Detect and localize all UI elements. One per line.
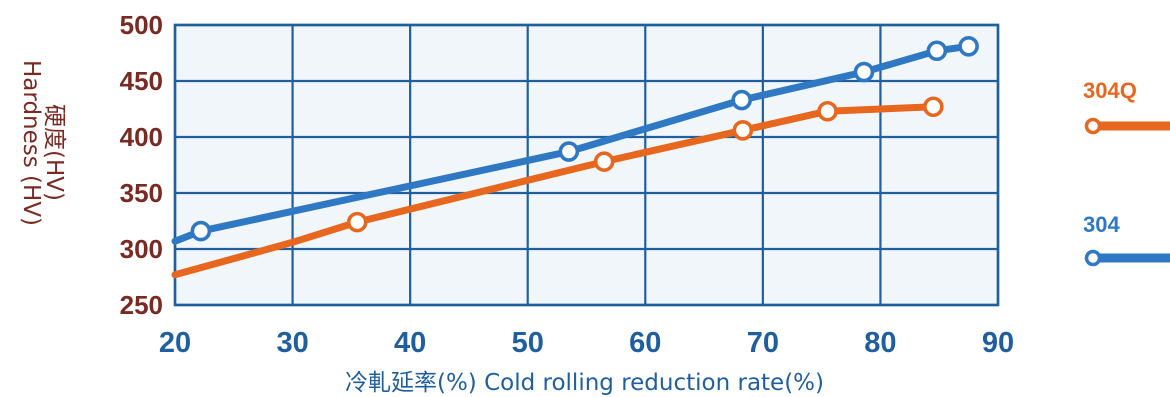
y-tick-label-350: 350 (120, 178, 163, 208)
y-axis-label-en: Hardness (HV) (18, 60, 44, 227)
x-tick-label-30: 30 (276, 327, 308, 359)
y-tick-label-500: 500 (120, 10, 163, 40)
x-tick-label-20: 20 (159, 327, 191, 359)
plot-frame (173, 23, 1000, 307)
x-tick-label-90: 90 (982, 327, 1014, 359)
data-point-304-3 (731, 89, 752, 111)
data-point-304q-4 (817, 100, 838, 122)
y-axis-label-cn: 硬度(HV) (41, 104, 67, 201)
legend-swatch-304 (1084, 249, 1170, 267)
y-tick-label-450: 450 (120, 66, 163, 96)
data-point-304-6 (958, 35, 979, 57)
y-tick-label-250: 250 (120, 290, 163, 320)
x-tick-label-50: 50 (512, 327, 544, 359)
data-point-304q-1 (346, 211, 368, 233)
y-tick-label-400: 400 (120, 122, 163, 152)
data-point-304q-3 (732, 119, 754, 141)
x-tick-label-60: 60 (629, 327, 661, 359)
x-axis-label: 冷軋延率(%) Cold rolling reduction rate(%) (345, 370, 824, 396)
x-tick-label-70: 70 (747, 327, 779, 359)
data-point-304q-2 (593, 151, 615, 172)
x-tick-label-40: 40 (394, 327, 426, 359)
data-point-304-5 (926, 40, 948, 62)
data-point-304q-5 (923, 96, 944, 118)
y-tick-label-300: 300 (120, 234, 163, 264)
data-point-304-2 (558, 141, 580, 162)
data-point-304-1 (190, 220, 212, 242)
legend-label-304: 304 (1083, 212, 1120, 237)
legend-label-304Q: 304Q (1083, 78, 1137, 103)
legend-swatch-304Q (1084, 117, 1170, 135)
data-point-304-4 (853, 61, 875, 83)
x-tick-label-80: 80 (864, 327, 896, 359)
